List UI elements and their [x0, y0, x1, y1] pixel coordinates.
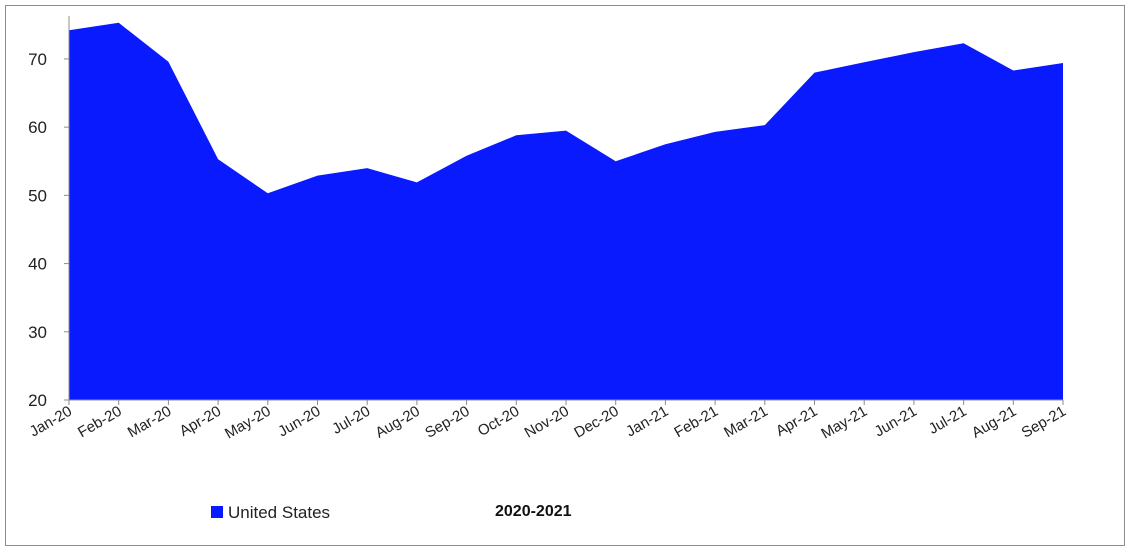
x-tick-label: Jul-20	[329, 403, 373, 438]
y-tick-label: 30	[28, 323, 47, 342]
x-tick-label: Aug-21	[969, 403, 1019, 442]
x-tick-label: May-21	[818, 403, 870, 443]
x-tick-label: Jun-20	[275, 403, 323, 441]
x-tick-label: Nov-20	[522, 403, 572, 442]
x-tick-label: Sep-21	[1019, 403, 1069, 442]
legend-swatch	[211, 506, 223, 518]
x-tick-label: Mar-20	[125, 403, 175, 441]
x-tick-label: Feb-20	[75, 403, 125, 441]
x-tick-label: Oct-20	[475, 403, 522, 440]
series-area-united-states	[69, 22, 1063, 401]
x-tick-label: Jul-21	[926, 403, 970, 438]
x-tick-label: Apr-21	[773, 403, 820, 440]
y-tick-label: 40	[28, 255, 47, 274]
y-tick-label: 20	[28, 391, 47, 410]
x-tick-label: Mar-21	[721, 403, 771, 441]
x-tick-label: Aug-20	[373, 403, 423, 442]
y-tick-label: 50	[28, 186, 47, 205]
y-tick-label: 70	[28, 50, 47, 69]
chart-title: 2020-2021	[495, 503, 572, 520]
x-tick-label: Feb-21	[671, 403, 721, 441]
y-tick-label: 60	[28, 118, 47, 137]
x-tick-label: Jun-21	[872, 403, 920, 441]
x-tick-label: Jan-21	[623, 403, 671, 441]
x-tick-label: Apr-20	[177, 403, 224, 440]
x-tick-label: Sep-20	[422, 403, 472, 442]
legend-label: United States	[228, 503, 330, 522]
x-tick-label: Dec-20	[571, 403, 621, 442]
x-tick-label: May-20	[222, 403, 274, 443]
legend: United States	[211, 503, 330, 522]
